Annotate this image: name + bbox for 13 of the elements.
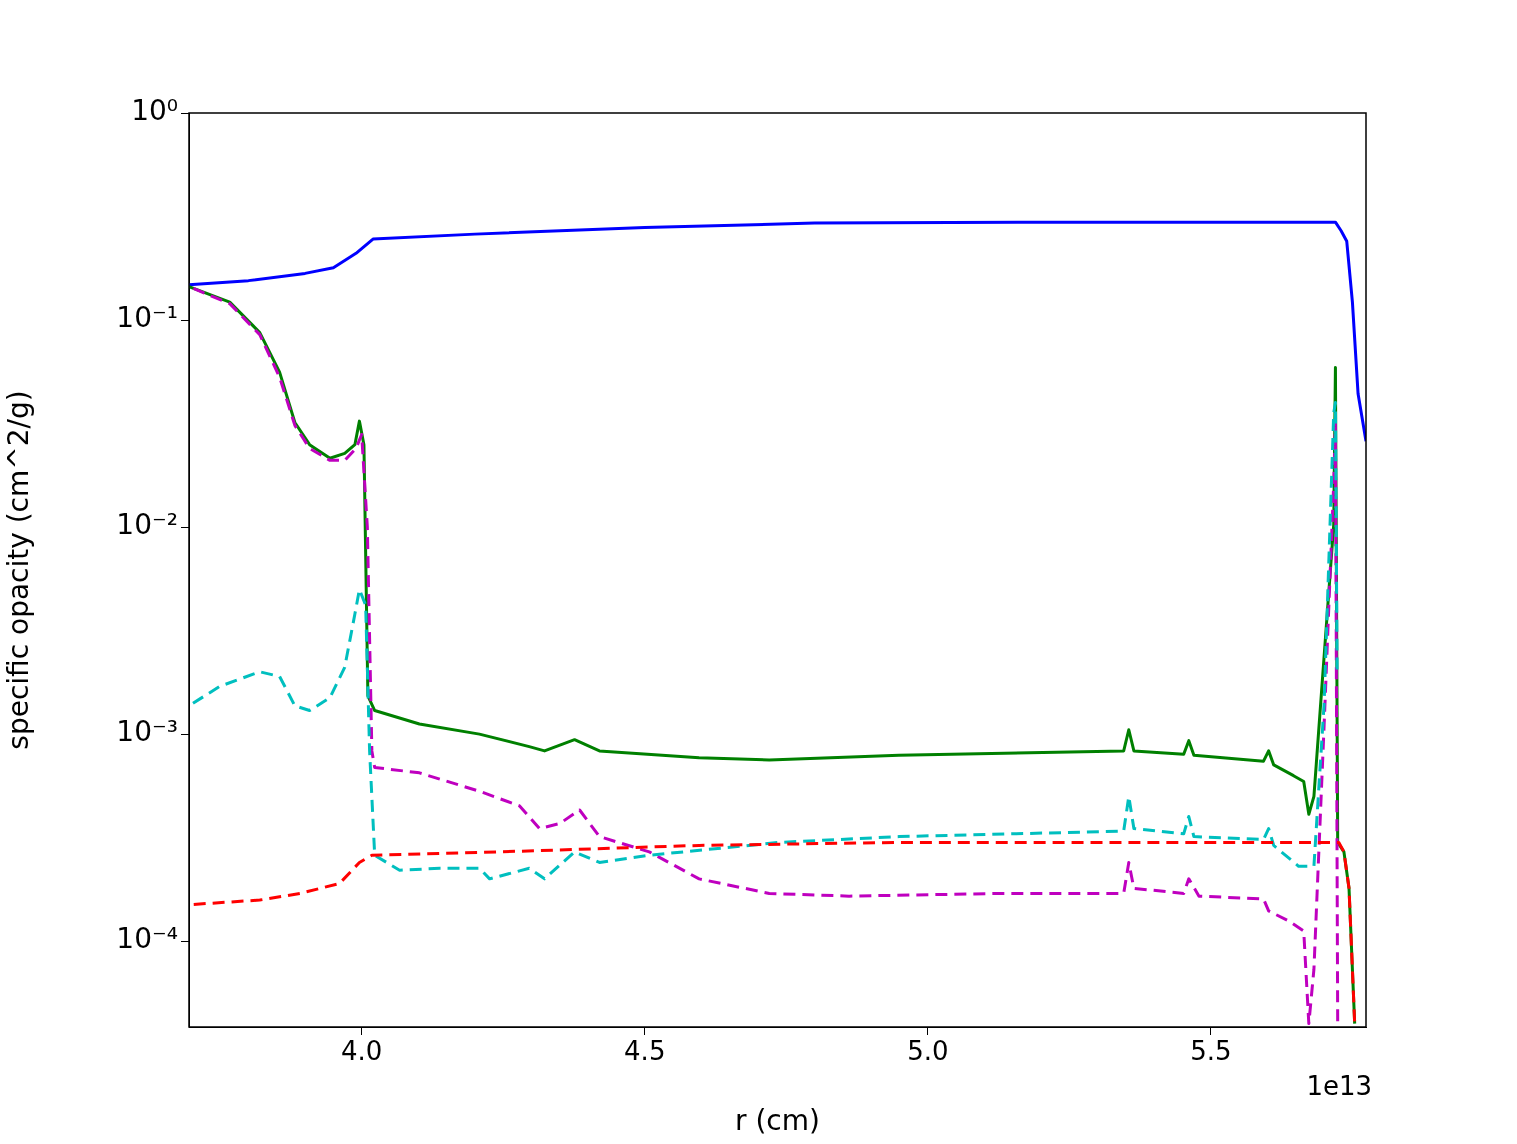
y-tick-label: 10⁰ <box>131 94 178 128</box>
x-tick-label: 4.5 <box>624 1036 666 1067</box>
line-series <box>189 400 1339 881</box>
y-axis-title: specific opacity (cm^2/g) <box>2 390 36 750</box>
y-tick-label: 10⁻² <box>116 508 178 542</box>
x-tick-label: 4.0 <box>340 1036 383 1067</box>
x-tick-label: 5.0 <box>907 1036 949 1067</box>
y-tick-label: 10⁻⁴ <box>116 922 178 956</box>
text: 1e13 <box>1306 1070 1372 1101</box>
y-tick-label: 10⁻¹ <box>116 301 178 335</box>
x-axis-title: r (cm) <box>735 1104 820 1138</box>
y-tick-label: 10⁻³ <box>116 715 178 749</box>
x-tick-label: 5.5 <box>1190 1036 1232 1067</box>
